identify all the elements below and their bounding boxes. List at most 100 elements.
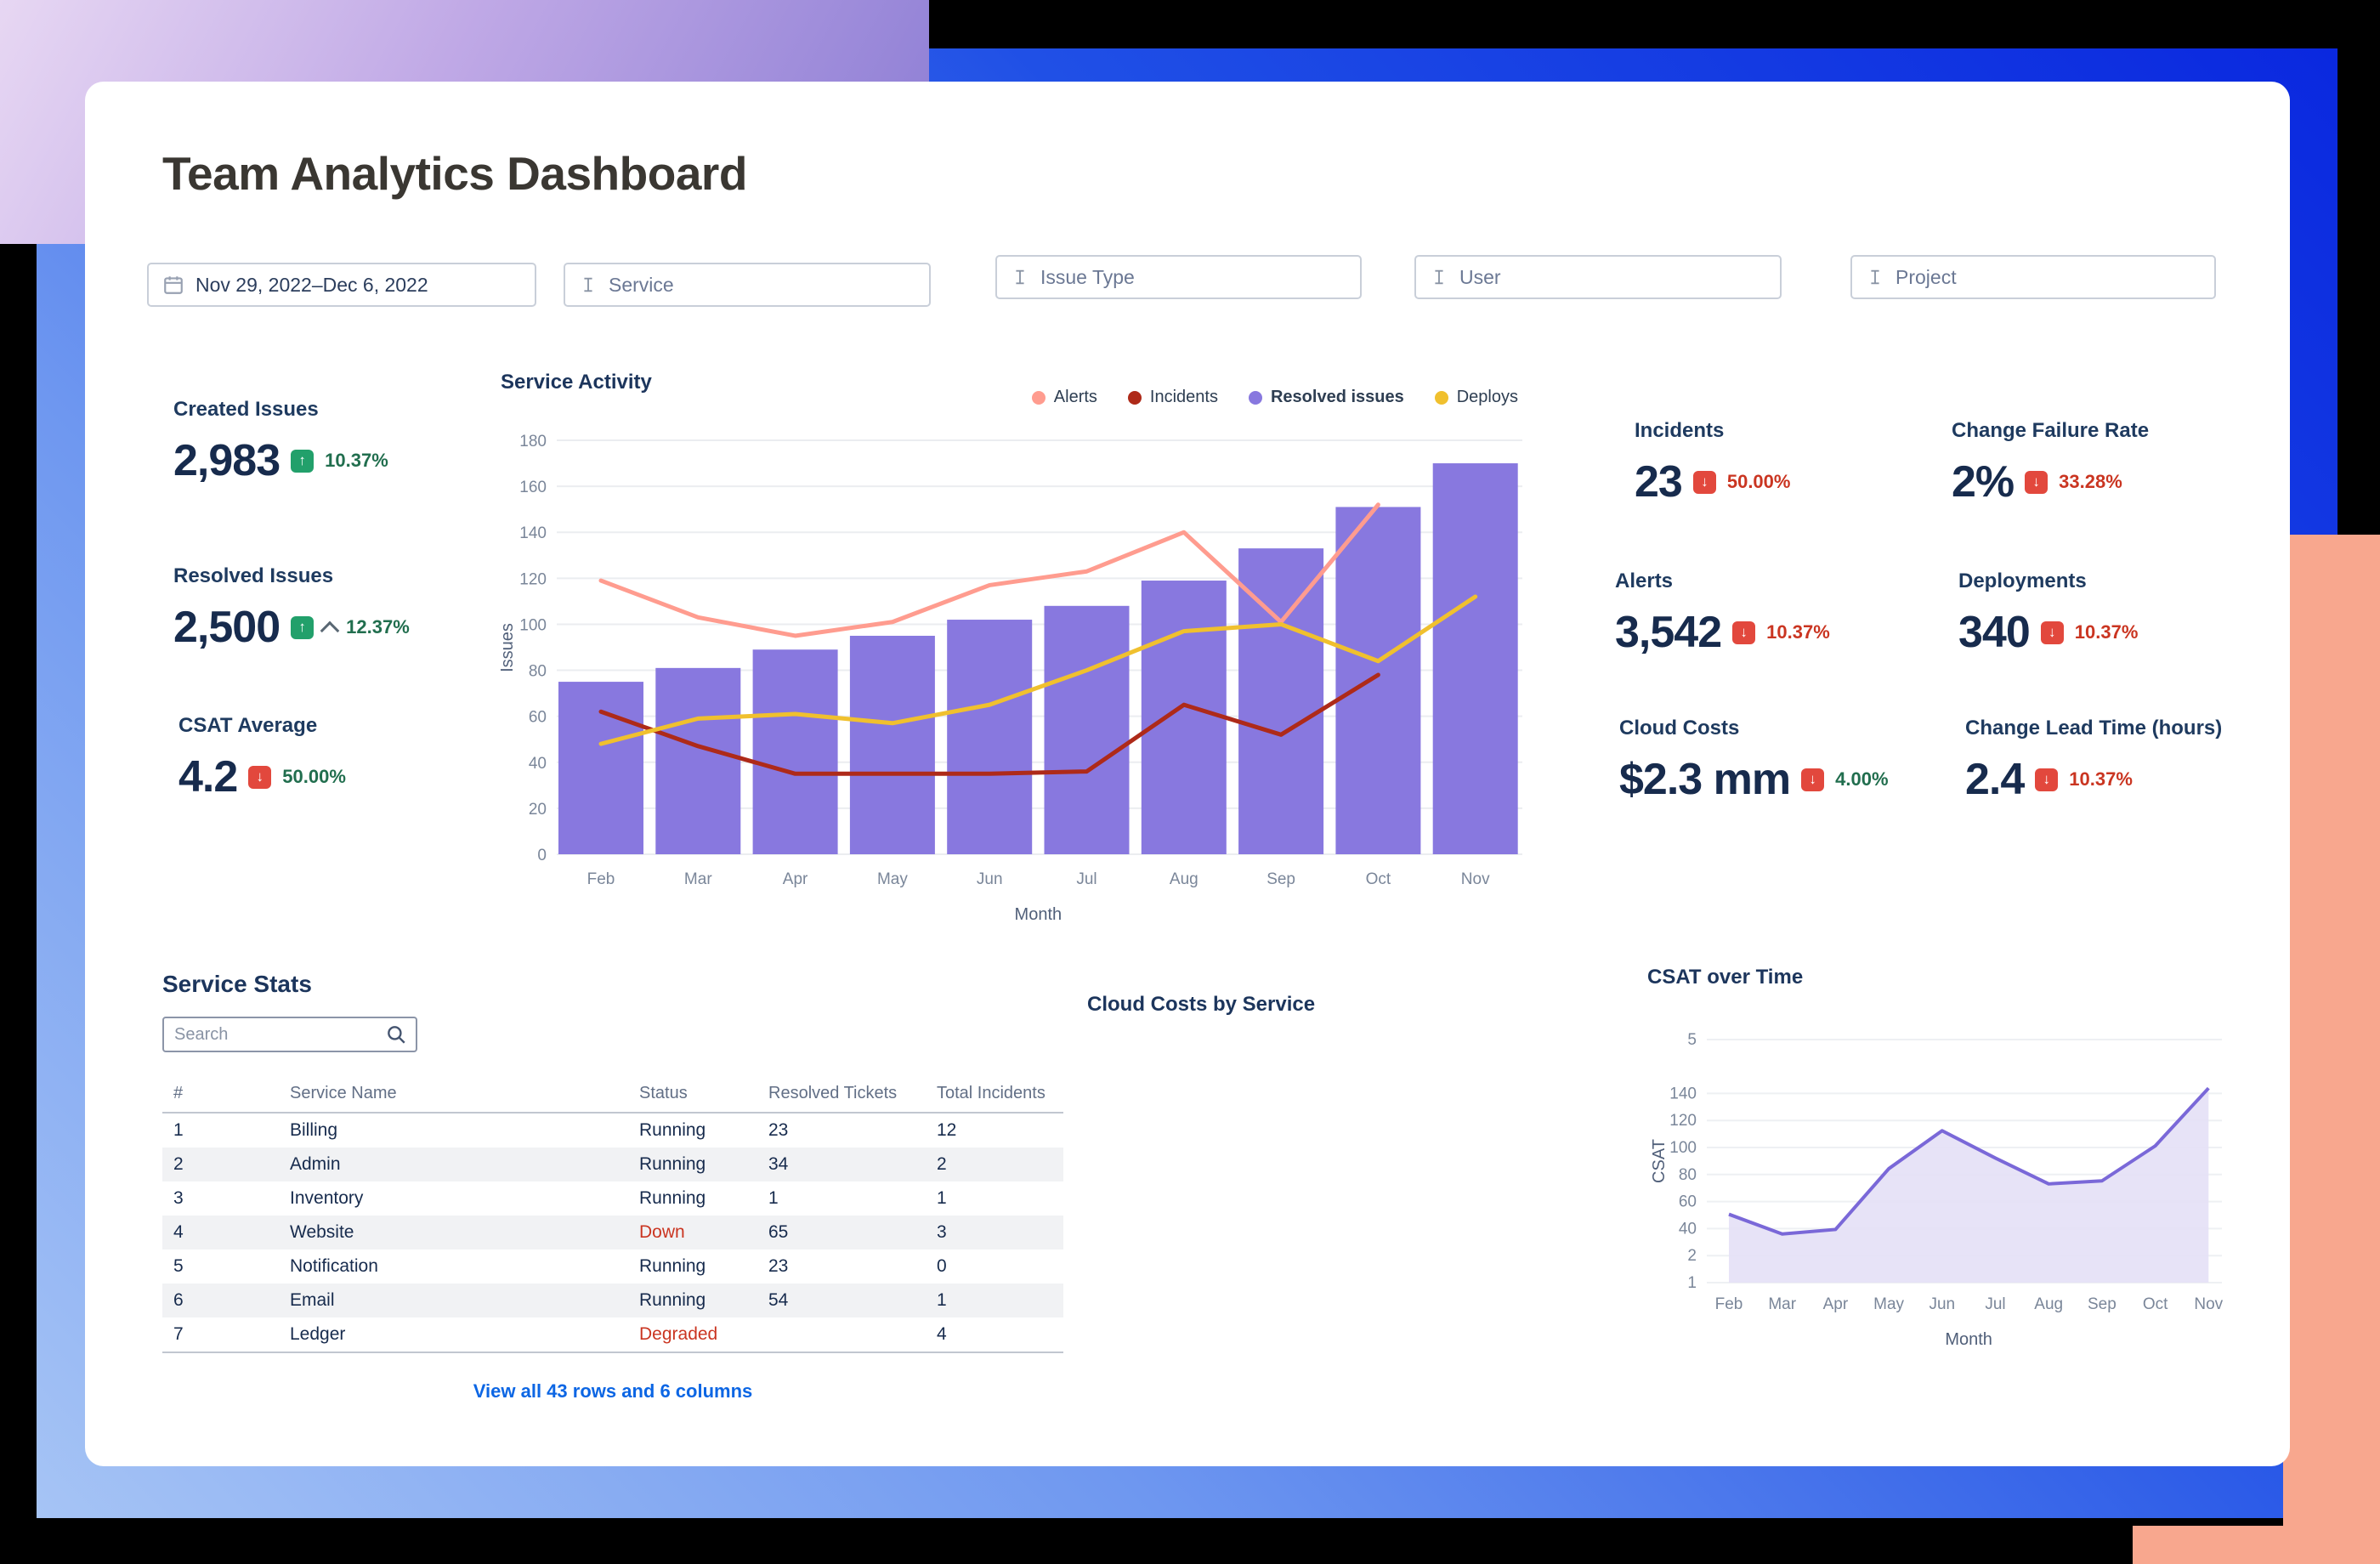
table-cell: 23 <box>768 1256 789 1276</box>
legend-dot-icon <box>1434 390 1448 405</box>
legend-item[interactable]: Alerts <box>1031 388 1097 407</box>
svg-text:140: 140 <box>1669 1085 1697 1102</box>
csat-chart[interactable]: 5 140 120 100 80 60 40 2 1 Feb Mar Apr May Jun Jul Aug S… <box>1640 1012 2236 1352</box>
table-row[interactable]: 7 Ledger Degraded 4 <box>162 1318 1063 1352</box>
field-icon <box>1866 268 1884 286</box>
table-cell: 6 <box>173 1290 184 1310</box>
column-header[interactable]: Total Incidents <box>937 1083 1046 1102</box>
kpi-delta: 12.37% <box>346 616 410 638</box>
column-header[interactable]: # <box>173 1083 184 1102</box>
table-cell: 1 <box>937 1188 947 1208</box>
kpi-delta: 33.28% <box>2059 471 2122 492</box>
filter-issue-type[interactable]: Issue Type <box>995 255 1362 299</box>
table-cell: 23 <box>768 1120 789 1140</box>
table-cell: Degraded <box>639 1324 718 1344</box>
service-activity-chart[interactable]: 0 20 40 60 80 100 120 140 160 180 Feb Mar Apr May Jun J… <box>497 408 1577 935</box>
trend-arrow-icon <box>2025 470 2048 494</box>
service-stats-table: # Service Name Status Resolved Tickets Total… <box>162 1074 1063 1353</box>
filter-value: User <box>1459 265 1501 288</box>
table-cell: 34 <box>768 1154 789 1174</box>
svg-text:0: 0 <box>537 847 547 864</box>
svg-text:Month: Month <box>1945 1330 1992 1349</box>
service-activity-panel: Service Activity Alerts Incidents Resolved… <box>497 371 1585 1000</box>
legend-item[interactable]: Incidents <box>1127 388 1218 407</box>
table-cell: Ledger <box>290 1324 346 1344</box>
cloud-costs-title: Cloud Costs by Service <box>1087 993 1316 1016</box>
table-row[interactable]: 5 Notification Running 23 0 <box>162 1250 1063 1284</box>
chart-title: CSAT over Time <box>1647 966 1804 989</box>
table-cell: 2 <box>937 1154 947 1174</box>
legend-label: Deploys <box>1456 388 1518 406</box>
svg-text:180: 180 <box>519 433 547 450</box>
filter-value: Issue Type <box>1040 265 1135 288</box>
svg-text:Nov: Nov <box>1461 870 1490 888</box>
filter-project[interactable]: Project <box>1850 255 2216 299</box>
filter-date-range[interactable]: Nov 29, 2022–Dec 6, 2022 <box>147 263 536 307</box>
kpi-change-lead-time: Change Lead Time (hours) 2.4 10.37% <box>1965 717 2222 805</box>
table-cell: 1 <box>173 1120 184 1140</box>
svg-text:May: May <box>1873 1295 1904 1313</box>
svg-text:Month: Month <box>1015 905 1062 924</box>
kpi-change-failure-rate: Change Failure Rate 2% 33.28% <box>1952 419 2149 507</box>
field-icon <box>1430 268 1448 286</box>
legend-item[interactable]: Resolved issues <box>1248 388 1404 407</box>
table-row[interactable]: 4 Website Down 65 3 <box>162 1216 1063 1250</box>
table-cell: Inventory <box>290 1188 364 1208</box>
kpi-label: Deployments <box>1958 570 2087 592</box>
table-row[interactable]: 3 Inventory Running 1 1 <box>162 1182 1063 1216</box>
filter-service[interactable]: Service <box>564 263 931 307</box>
table-cell: 5 <box>173 1256 184 1276</box>
svg-text:120: 120 <box>1669 1112 1697 1130</box>
trend-arrow-icon <box>248 765 272 789</box>
svg-text:Jun: Jun <box>977 870 1003 888</box>
legend-item[interactable]: Deploys <box>1434 388 1518 407</box>
table-cell: Running <box>639 1188 706 1208</box>
kpi-label: Resolved Issues <box>173 564 334 587</box>
search-box[interactable] <box>162 1017 417 1052</box>
kpi-incidents: Incidents 23 50.00% <box>1635 419 1790 507</box>
kpi-label: Incidents <box>1635 419 1725 442</box>
column-header[interactable]: Resolved Tickets <box>768 1083 898 1102</box>
filter-value: Service <box>609 273 674 296</box>
trend-arrow-icon <box>291 615 314 639</box>
kpi-label: Alerts <box>1615 570 1674 592</box>
table-cell: 0 <box>937 1256 947 1276</box>
search-input[interactable] <box>173 1023 385 1046</box>
kpi-delta: 10.37% <box>325 450 388 471</box>
kpi-value: $2.3 mm <box>1619 755 1791 804</box>
table-row[interactable]: 2 Admin Running 34 2 <box>162 1148 1063 1182</box>
column-header[interactable]: Service Name <box>290 1083 397 1102</box>
table-cell: 3 <box>173 1188 184 1208</box>
table-row[interactable]: 1 Billing Running 23 12 <box>162 1114 1063 1148</box>
column-header[interactable]: Status <box>639 1083 688 1102</box>
view-all-link[interactable]: View all 43 rows and 6 columns <box>473 1380 753 1402</box>
svg-text:80: 80 <box>1679 1166 1697 1184</box>
kpi-deployments: Deployments 340 10.37% <box>1958 570 2138 658</box>
service-stats-table-body: 1 Billing Running 23 12 2 Admin Running 34 2 3 Inve… <box>162 1114 1063 1352</box>
svg-text:Jun: Jun <box>1929 1295 1955 1313</box>
svg-text:60: 60 <box>1679 1193 1697 1211</box>
chart-title: Service Activity <box>501 371 652 394</box>
caret-up-icon <box>320 620 340 641</box>
legend-label: Alerts <box>1053 388 1097 406</box>
table-cell: Running <box>639 1290 706 1310</box>
kpi-value: 2.4 <box>1965 755 2025 804</box>
svg-text:40: 40 <box>529 755 547 773</box>
trend-arrow-icon <box>1732 620 1756 644</box>
table-cell: Down <box>639 1222 685 1242</box>
svg-text:100: 100 <box>1669 1139 1697 1157</box>
kpi-value: 2,500 <box>173 603 280 652</box>
table-row[interactable]: 6 Email Running 54 1 <box>162 1284 1063 1318</box>
table-cell: Running <box>639 1256 706 1276</box>
kpi-value: 2,983 <box>173 436 280 485</box>
filter-user[interactable]: User <box>1414 255 1782 299</box>
service-activity-legend: Alerts Incidents Resolved issues Deploys <box>1031 388 1518 407</box>
search-icon[interactable] <box>385 1023 407 1046</box>
svg-text:5: 5 <box>1687 1031 1697 1049</box>
svg-text:1: 1 <box>1687 1274 1697 1292</box>
legend-dot-icon <box>1031 390 1046 405</box>
kpi-delta: 10.37% <box>2074 621 2139 643</box>
trend-arrow-icon <box>2035 768 2059 791</box>
trend-arrow-icon <box>1692 470 1716 494</box>
svg-text:Nov: Nov <box>2194 1295 2223 1313</box>
